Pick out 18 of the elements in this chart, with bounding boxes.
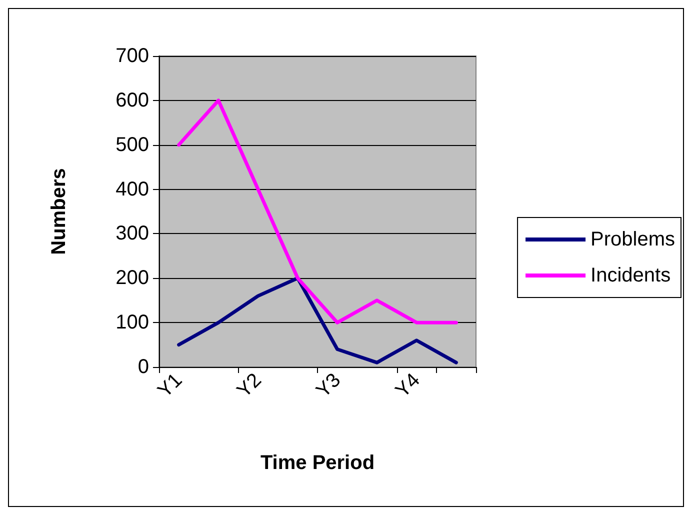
x-tick-label: Y4 [391,369,424,402]
y-axis-title: Numbers [48,168,70,255]
line-series [177,98,458,324]
y-tick-label: 500 [116,134,149,156]
y-tick-label: 200 [116,267,149,290]
y-tick-label: 100 [116,312,149,334]
y-tick-label: 600 [116,89,149,112]
legend-label: Incidents [590,264,671,286]
x-axis-title: Time Period [260,452,375,474]
x-tick-label: Y2 [232,369,266,402]
legend-label: Problems [590,228,676,250]
x-tick-label: Y3 [312,369,346,402]
y-tick-label: 400 [116,178,149,200]
y-tick-label: 700 [116,45,149,67]
line-series [177,276,458,364]
x-tick-label: Y1 [154,369,187,402]
y-tick-label: 0 [138,356,149,378]
y-tick-label: 300 [116,222,149,245]
